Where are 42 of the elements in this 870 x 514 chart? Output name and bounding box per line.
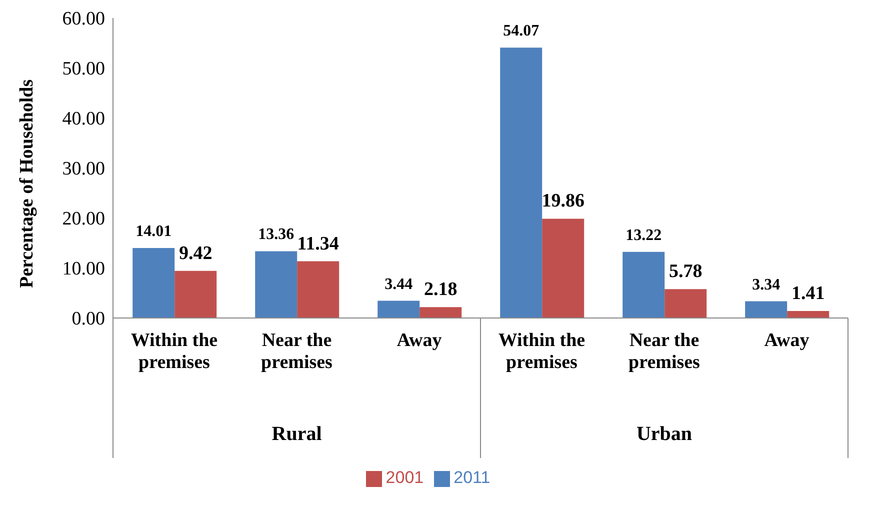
bar [787,310,830,318]
bar [378,300,420,318]
data-label: 19.86 [542,190,584,212]
x-tick-label: Within the premises [130,330,218,373]
x-tick-label: Near the premises [261,330,332,373]
y-tick-label: 60.00 [62,8,105,30]
y-tick-label: 0.00 [72,308,105,330]
x-tick-label: Away [764,330,810,351]
y-tick-label: 30.00 [62,158,105,180]
bar [174,270,217,318]
y-tick-label: 50.00 [62,58,105,80]
bar [297,261,340,318]
data-label: 3.34 [752,276,780,294]
bar [420,307,462,318]
text: Rural [272,423,322,445]
legend-label: 2001 [386,468,424,487]
data-label: 2.18 [424,279,458,300]
bar [664,289,707,318]
data-label: 3.44 [384,276,413,293]
data-label: 13.36 [258,226,294,244]
x-tick-label: Near the premises [628,330,700,373]
bar [132,248,175,318]
y-axis-title: Percentage of Households [16,79,38,288]
data-label: 1.41 [791,282,825,304]
bar [745,301,788,318]
x-tick-label: Within the premises [498,330,586,373]
data-label: 13.22 [626,226,662,244]
bar [500,48,542,318]
data-label: 5.78 [668,261,702,282]
text: Urban [636,423,692,445]
bar [622,252,665,318]
legend-label: 2011 [454,468,490,487]
y-tick-label: 20.00 [62,208,105,230]
y-tick-label: 10.00 [62,258,105,280]
data-label: 9.42 [178,242,212,264]
bar [542,218,584,318]
bar [255,251,298,318]
data-label: 14.01 [136,222,172,240]
data-label: 54.07 [503,22,540,40]
y-tick-label: 40.00 [62,108,105,130]
data-label: 11.34 [297,233,340,254]
x-tick-label: Away [396,330,442,351]
